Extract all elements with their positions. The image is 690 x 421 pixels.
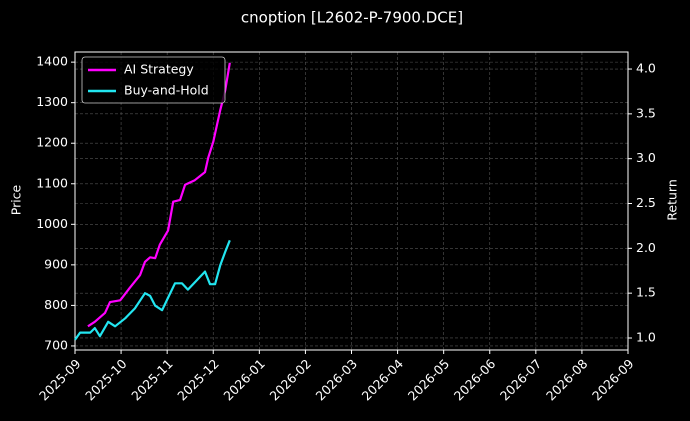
- x-tick-label: 2026-02: [266, 356, 314, 404]
- y2-axis-label: Return: [665, 179, 680, 220]
- x-tick-label: 2026-07: [497, 356, 545, 404]
- y2-tick-label: 4.0: [636, 61, 656, 76]
- y2-tick-label: 2.0: [636, 240, 656, 255]
- series-line: [87, 62, 231, 328]
- x-tick-label: 2025-12: [174, 356, 222, 404]
- x-tick-label: 2026-05: [405, 356, 453, 404]
- x-tick-label: 2026-03: [313, 356, 361, 404]
- y-tick-label: 800: [44, 297, 68, 312]
- y-tick-label: 900: [44, 256, 68, 271]
- y2-tick-label: 1.5: [636, 285, 656, 300]
- legend-label: AI Strategy: [124, 62, 194, 77]
- x-tick-label: 2026-08: [543, 356, 591, 404]
- x-tick-label: 2025-10: [82, 356, 130, 404]
- chart-title: cnoption [L2602-P-7900.DCE]: [241, 9, 463, 27]
- x-tick-label: 2026-01: [220, 356, 268, 404]
- series-line: [74, 239, 231, 341]
- y2-tick-label: 2.5: [636, 195, 656, 210]
- y-tick-label: 700: [44, 337, 68, 352]
- y2-tick-label: 3.0: [636, 150, 656, 165]
- y-tick-label: 1400: [36, 54, 68, 69]
- y2-tick-label: 1.0: [636, 329, 656, 344]
- y-axis-label: Price: [9, 184, 24, 215]
- x-tick-label: 2026-04: [359, 356, 407, 404]
- x-tick-label: 2025-11: [128, 356, 176, 404]
- y-tick-label: 1300: [36, 94, 68, 109]
- y-tick-label: 1200: [36, 135, 68, 150]
- legend-label: Buy-and-Hold: [124, 83, 209, 98]
- y2-tick-label: 3.5: [636, 105, 656, 120]
- y-tick-label: 1000: [36, 216, 68, 231]
- y-tick-label: 1100: [36, 175, 68, 190]
- x-tick-label: 2025-09: [36, 356, 84, 404]
- plot-frame: [74, 51, 629, 351]
- legend-box: [81, 56, 226, 104]
- x-tick-label: 2026-06: [451, 356, 499, 404]
- x-tick-label: 2026-09: [589, 356, 637, 404]
